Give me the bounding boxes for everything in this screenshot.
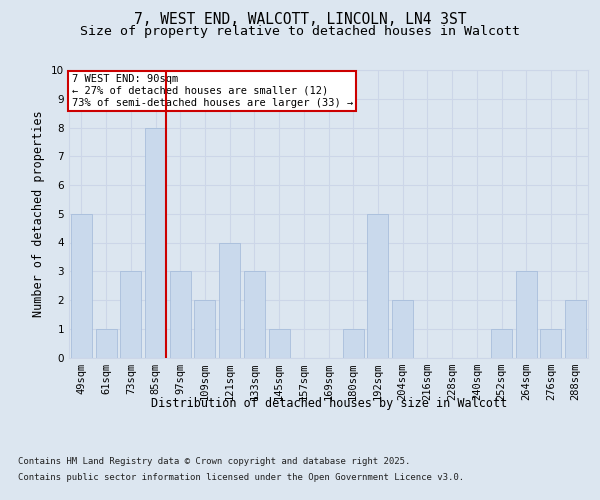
Y-axis label: Number of detached properties: Number of detached properties <box>32 110 46 317</box>
Bar <box>219 242 240 358</box>
Bar <box>71 214 92 358</box>
Bar <box>145 128 166 358</box>
Text: Contains public sector information licensed under the Open Government Licence v3: Contains public sector information licen… <box>18 472 464 482</box>
Bar <box>244 271 265 358</box>
Bar <box>392 300 413 358</box>
Text: 7, WEST END, WALCOTT, LINCOLN, LN4 3ST: 7, WEST END, WALCOTT, LINCOLN, LN4 3ST <box>134 12 466 28</box>
Bar <box>541 329 562 358</box>
Bar <box>565 300 586 358</box>
Text: Contains HM Land Registry data © Crown copyright and database right 2025.: Contains HM Land Registry data © Crown c… <box>18 458 410 466</box>
Text: Size of property relative to detached houses in Walcott: Size of property relative to detached ho… <box>80 25 520 38</box>
Bar <box>95 329 116 358</box>
Bar <box>516 271 537 358</box>
Bar <box>367 214 388 358</box>
Bar <box>343 329 364 358</box>
Bar <box>120 271 141 358</box>
Text: 7 WEST END: 90sqm
← 27% of detached houses are smaller (12)
73% of semi-detached: 7 WEST END: 90sqm ← 27% of detached hous… <box>71 74 353 108</box>
Bar <box>269 329 290 358</box>
Text: Distribution of detached houses by size in Walcott: Distribution of detached houses by size … <box>151 398 507 410</box>
Bar <box>194 300 215 358</box>
Bar <box>491 329 512 358</box>
Bar <box>170 271 191 358</box>
